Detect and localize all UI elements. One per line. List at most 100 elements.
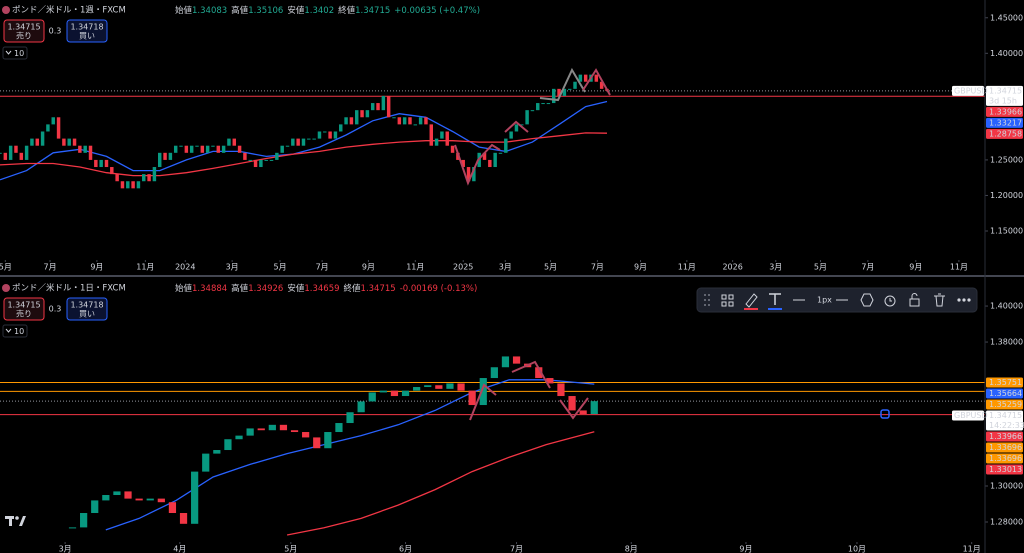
spread: 0.3 [49,305,62,314]
y-tick-label: 1.30000 [990,482,1023,491]
candle-body [213,450,221,454]
buy-button[interactable] [66,297,108,321]
candle-body [126,181,130,189]
candle-body [275,152,279,160]
candle-body [562,88,567,96]
pattern-drawing [582,68,611,96]
line-width[interactable]: 1px [817,296,832,305]
candle-body [546,103,551,105]
candle-body [346,412,354,424]
candle-body [557,383,565,397]
candle-body [163,152,167,160]
price-tag [986,388,1023,399]
alert-marker[interactable] [880,409,890,419]
templates-button[interactable] [721,294,734,307]
candle-body [191,471,199,524]
buy-button[interactable] [66,19,108,43]
y-tick-label: 1.40000 [990,302,1023,311]
x-tick-label: 11月 [963,545,981,553]
candle-body [72,138,77,146]
price-tag-value: 1.33013 [989,465,1022,474]
candle-body [168,502,177,514]
ohlc-value: 1.34926 [248,284,283,294]
candle-body [546,378,554,384]
candle-body [525,110,529,125]
ohlc-label: 始値 [175,283,193,294]
candle-body [328,131,332,139]
pattern-drawing [539,67,586,102]
indicators-toggle[interactable] [2,46,28,60]
candle-body [323,131,327,133]
x-tick-label: 3月 [226,263,239,272]
candle-body [104,159,109,168]
candle-body [246,428,254,436]
ohlc-label: 始値 [175,5,193,16]
price-tag-value: 1.33696 [989,443,1022,452]
ohlc-label: 終値 [344,283,362,294]
chevron [5,328,12,333]
drawing-toolbar: 1px [696,287,978,313]
candle-body [424,385,432,388]
change: -0.00169 (-0.13%) [400,284,478,294]
line-color-button[interactable] [744,293,758,310]
x-tick-label: 11月 [406,263,424,272]
candle-body [269,159,274,161]
price-tag [986,106,1023,117]
moving-average [0,132,608,177]
candle-body [418,117,423,125]
candle-body [557,88,561,96]
text-color-button[interactable] [768,293,782,310]
x-tick-label: 10月 [848,545,866,553]
moving-average [105,379,595,531]
candle-body [381,95,386,111]
spread: 0.3 [49,27,62,36]
candle-body [379,390,387,393]
chevron [5,50,12,55]
candle-body [146,498,154,501]
x-tick-label: 5月 [814,263,827,272]
candle-body [24,145,29,160]
candle-body [536,103,540,111]
candle-body [313,437,321,449]
candle-body [493,152,497,168]
candle-body [509,131,513,139]
alert-button[interactable] [884,295,896,307]
settings-button[interactable] [860,293,874,307]
x-tick-label: 3月 [59,545,72,553]
candle-body [579,410,587,415]
sell-button[interactable] [3,297,45,321]
price-tag-value: 1.34715 [989,411,1022,420]
x-tick-label: 7月 [510,545,523,553]
x-tick-label: 9月 [909,263,922,272]
candle-body [512,356,521,364]
sell-button[interactable] [3,19,45,43]
chart-title: ポンド／米ドル・1日・FXCM [12,283,126,294]
indicators-toggle[interactable] [2,324,28,338]
candle-body [259,159,263,168]
pattern-drawing [511,360,551,389]
candle-body [113,491,121,496]
candle-body [466,167,471,182]
indicators-count: 10 [14,327,24,336]
price-tag-value: 1.34715 [989,86,1022,95]
buy-label: 買い [79,32,95,41]
lock-button[interactable] [909,293,920,307]
candle-body [40,131,45,146]
price-tag [986,464,1023,475]
candle-body [302,432,310,438]
candle-body [551,88,556,104]
candle-body [568,396,576,411]
candle-body [257,428,265,431]
candle-body [280,145,284,153]
candle-body [62,138,66,146]
candle-body [365,110,370,118]
delete-button[interactable] [934,293,945,307]
candle-body [434,138,439,146]
candle-body [102,495,110,501]
chart-panel: 1.45000 1.40000 1.25000 1.20000 1.15000 5月 7月 9… [0,5,1023,272]
drag-handle[interactable] [704,294,710,306]
more-button[interactable] [957,298,971,302]
candle-body [445,131,449,146]
candle-body [147,174,151,182]
candle-body [248,159,252,161]
